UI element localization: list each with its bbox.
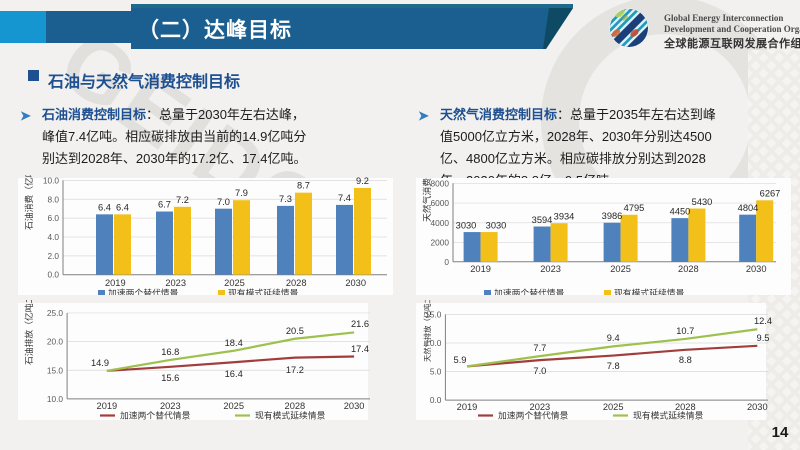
svg-text:4000: 4000 [431,218,450,228]
svg-text:18.4: 18.4 [225,338,243,348]
svg-text:石油消费（亿吨）: 石油消费（亿吨） [23,175,34,230]
svg-text:12.4: 12.4 [754,316,772,326]
svg-text:7.4: 7.4 [338,193,351,203]
svg-text:4795: 4795 [624,203,645,213]
svg-text:3986: 3986 [602,211,623,221]
svg-text:6.4: 6.4 [98,203,111,213]
svg-text:0.0: 0.0 [47,270,59,280]
svg-text:2025: 2025 [603,402,624,412]
svg-text:7.9: 7.9 [235,188,248,198]
svg-text:7.2: 7.2 [176,195,189,205]
svg-text:8.7: 8.7 [297,181,310,191]
svg-text:2030: 2030 [345,278,366,288]
svg-text:4804: 4804 [738,203,759,213]
svg-text:天然气排放（亿吨二氧化碳）: 天然气排放（亿吨二氧化碳） [423,300,432,362]
svg-text:10.0: 10.0 [43,175,60,185]
svg-text:3030: 3030 [486,221,507,231]
svg-text:5.9: 5.9 [454,355,467,365]
svg-text:5430: 5430 [692,197,713,207]
svg-text:加速两个替代情景: 加速两个替代情景 [120,410,191,421]
svg-text:2019: 2019 [105,278,126,288]
svg-text:现有模式延续情景: 现有模式延续情景 [614,287,685,295]
svg-text:2023: 2023 [540,264,561,274]
svg-text:加速两个替代情景: 加速两个替代情景 [108,287,179,295]
svg-text:9.5: 9.5 [757,333,770,343]
svg-text:2019: 2019 [457,402,478,412]
svg-text:2025: 2025 [224,278,245,288]
svg-text:2028: 2028 [285,401,306,411]
svg-text:6.0: 6.0 [47,213,59,223]
svg-text:2019: 2019 [97,401,118,411]
svg-text:8.8: 8.8 [679,355,692,365]
svg-text:6.4: 6.4 [116,203,129,213]
svg-text:0: 0 [444,257,449,267]
svg-text:现有模式延续情景: 现有模式延续情景 [255,410,326,421]
svg-text:石油排放（亿吨二氧化碳）: 石油排放（亿吨二氧化碳） [23,300,34,365]
svg-text:7.7: 7.7 [533,343,546,353]
svg-text:5.0: 5.0 [430,367,442,377]
svg-text:2028: 2028 [678,264,699,274]
svg-text:9.4: 9.4 [607,333,620,343]
svg-text:2.0: 2.0 [47,251,59,261]
svg-text:4.0: 4.0 [47,232,59,242]
svg-text:20.0: 20.0 [47,337,64,347]
svg-text:8000: 8000 [431,178,450,188]
svg-text:3594: 3594 [532,215,553,225]
svg-text:现有模式延续情景: 现有模式延续情景 [633,410,704,421]
svg-text:15.0: 15.0 [47,365,64,375]
svg-text:2023: 2023 [160,401,181,411]
svg-text:2030: 2030 [747,402,768,412]
svg-text:7.0: 7.0 [217,197,230,207]
svg-text:20.5: 20.5 [286,326,304,336]
svg-text:6000: 6000 [431,198,450,208]
svg-text:17.4: 17.4 [351,344,369,354]
svg-text:2019: 2019 [470,264,491,274]
svg-text:3030: 3030 [456,221,477,231]
svg-text:16.8: 16.8 [161,347,179,357]
svg-text:2000: 2000 [431,238,450,248]
svg-text:加速两个替代情景: 加速两个替代情景 [498,410,569,421]
svg-text:2030: 2030 [344,401,365,411]
svg-text:14.9: 14.9 [91,358,109,368]
svg-text:2025: 2025 [223,401,244,411]
svg-text:加速两个替代情景: 加速两个替代情景 [494,287,565,295]
svg-text:现有模式延续情景: 现有模式延续情景 [228,287,299,295]
svg-text:15.6: 15.6 [161,373,179,383]
svg-text:2025: 2025 [610,264,631,274]
svg-text:8.0: 8.0 [47,194,59,204]
svg-text:3934: 3934 [554,212,575,222]
svg-text:2028: 2028 [286,278,307,288]
svg-text:10.7: 10.7 [676,326,694,336]
svg-text:17.2: 17.2 [286,365,304,375]
svg-text:7.0: 7.0 [533,366,546,376]
svg-text:21.6: 21.6 [351,319,369,329]
svg-text:2030: 2030 [746,264,767,274]
svg-text:2023: 2023 [165,278,186,288]
svg-text:10.0: 10.0 [47,394,64,404]
svg-text:9.2: 9.2 [356,176,369,186]
svg-text:16.4: 16.4 [225,369,243,379]
svg-text:6267: 6267 [760,189,781,199]
svg-text:7.8: 7.8 [607,361,620,371]
svg-text:天然气消费（亿立方米）: 天然气消费（亿立方米） [421,175,432,222]
svg-text:4450: 4450 [670,207,691,217]
svg-text:0.0: 0.0 [430,395,442,405]
svg-text:7.3: 7.3 [279,194,292,204]
svg-text:6.7: 6.7 [158,200,171,210]
svg-text:25.0: 25.0 [47,308,64,318]
